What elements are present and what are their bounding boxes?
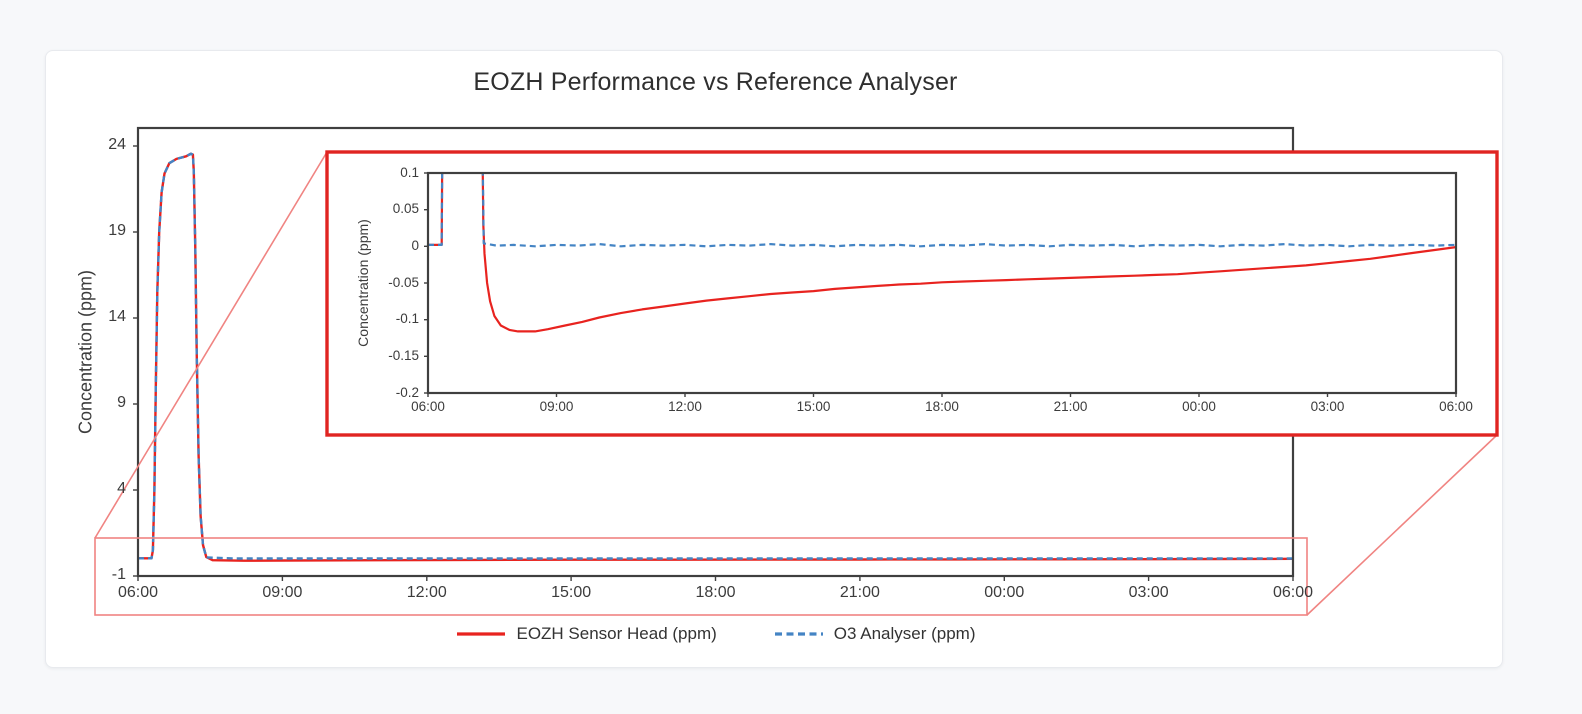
inset-zoom-x-tick-label: 03:00	[1310, 399, 1345, 414]
legend-label-o3: O3 Analyser (ppm)	[833, 624, 976, 643]
inset-zoom-x-tick-label: 12:00	[668, 399, 702, 414]
main-y-tick-label: 14	[108, 308, 126, 326]
main-x-tick-label: 21:00	[839, 584, 880, 601]
main-y-tick-label: 24	[108, 136, 126, 154]
main-series-eozh	[138, 152, 1293, 562]
main-y-tick-label: 9	[117, 394, 126, 412]
inset-zoom-x-tick-label: 09:00	[539, 399, 574, 414]
inset-zoom-y-tick-label: 0	[411, 237, 419, 253]
inset-zoom-y-tick-label: -0.05	[388, 274, 419, 290]
inset-zoom-y-tick-label: 0.1	[400, 164, 419, 180]
inset-zoom-y-tick-label: 0.05	[392, 201, 419, 217]
inset-zoom-series-o3	[428, 173, 1456, 248]
main-y-tick-label: -1	[111, 566, 126, 584]
inset-zoom-x-tick-label: 06:00	[411, 399, 445, 414]
legend-swatch-solid-line	[457, 632, 506, 636]
inset-zoom-x-tick-label: 21:00	[1053, 399, 1088, 414]
main-series-o3	[138, 152, 1293, 560]
inset-zoom-y-tick-label: -0.2	[395, 384, 419, 400]
main-x-tick-label: 15:00	[551, 584, 592, 601]
legend-swatch-dashed-line	[774, 632, 823, 636]
inset-zoom-plot-frame	[426, 171, 1458, 395]
main-x-tick-label: 09:00	[262, 584, 303, 601]
legend-item-eozh: EOZH Sensor Head (ppm)	[455, 624, 717, 644]
callout-line-right	[1306, 434, 1498, 616]
main-x-tick-label: 18:00	[695, 584, 736, 601]
inset-zoom-y-tick-label: -0.1	[395, 311, 419, 327]
legend-label-eozh: EOZH Sensor Head (ppm)	[516, 624, 717, 643]
inset-zoom-series-layer	[428, 173, 1456, 333]
inset-panel	[325, 150, 1499, 437]
zoom-region-rect	[94, 537, 1308, 616]
chart-title: EOZH Performance vs Reference Analyser	[473, 68, 958, 96]
inset-zoom-x-tick-label: 06:00	[1439, 399, 1473, 414]
main-y-tick-label: 4	[117, 480, 126, 498]
main-x-tick-label: 06:00	[1272, 584, 1314, 601]
inset-zoom-x-tick-label: 15:00	[796, 399, 831, 414]
inset-zoom-x-tick-label: 18:00	[925, 399, 959, 414]
main-y-tick-label: 19	[108, 222, 126, 240]
callout-line-left	[94, 151, 328, 539]
inset-zoom-y-tick-label: -0.15	[388, 347, 419, 363]
main-x-tick-label: 00:00	[984, 584, 1025, 601]
inset-zoom-x-tick-label: 00:00	[1182, 399, 1216, 414]
legend-item-o3: O3 Analyser (ppm)	[773, 624, 976, 644]
main-x-tick-label: 03:00	[1128, 584, 1169, 601]
main-x-tick-label: 12:00	[406, 584, 447, 601]
main-x-tick-label: 06:00	[117, 584, 159, 601]
main-series-layer	[138, 152, 1293, 562]
legend: EOZH Sensor Head (ppm) O3 Analyser (ppm)	[138, 624, 1293, 644]
